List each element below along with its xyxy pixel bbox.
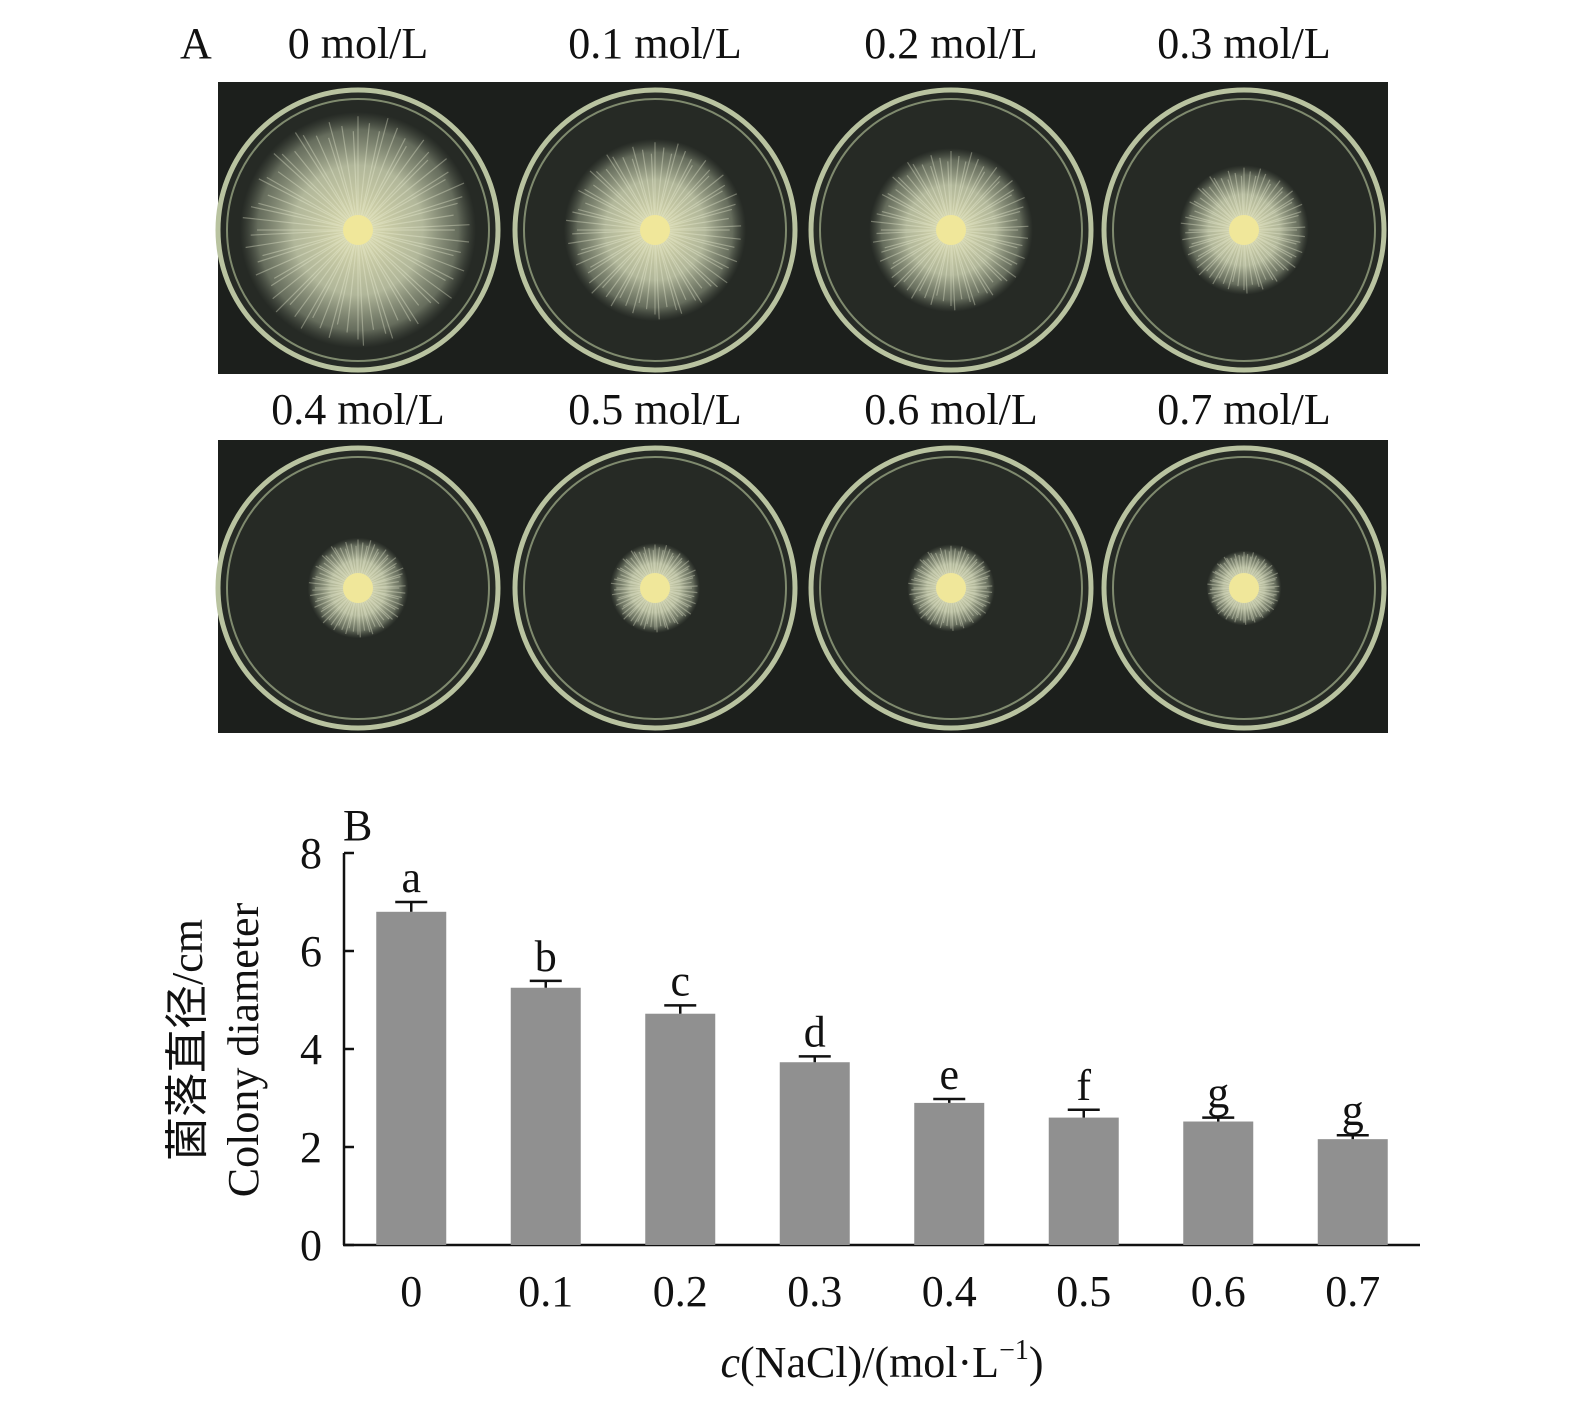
dish-inner-rim: [226, 456, 490, 720]
y-axis-label-cn: 菌落直径/cm: [163, 919, 212, 1161]
panel-a: A 0 mol/L 0.1 mol/L 0.2 mol/L 0.3 mol/L 0.4 …: [180, 19, 1388, 733]
significance-letter: f: [1076, 1061, 1091, 1110]
inoculum-plug: [1229, 215, 1259, 245]
bars: a b c d e f g g: [376, 853, 1388, 1245]
petri-dish: [1101, 87, 1387, 373]
y-tick-label: 2: [300, 1123, 322, 1172]
bar: [1048, 1117, 1119, 1245]
plate-label: 0.6 mol/L: [864, 385, 1038, 434]
colony-hyphae: [242, 116, 470, 346]
y-axis-label: 菌落直径/cm Colony diameter: [163, 902, 268, 1197]
dish-inner-rim: [1112, 456, 1376, 720]
y-tick-label: 6: [300, 927, 322, 976]
dish-inner-rim: [819, 98, 1083, 362]
x-axis-label-main: (NaCl)/(mol·L: [740, 1338, 999, 1387]
significance-letter: d: [804, 1007, 826, 1056]
dish-inner-rim: [523, 98, 787, 362]
bar: [376, 911, 447, 1245]
inoculum-plug: [343, 573, 373, 603]
petri-dish: [1101, 445, 1387, 731]
x-tick-label: 0.2: [653, 1267, 708, 1316]
significance-letter: c: [670, 956, 690, 1005]
x-tick-label: 0.3: [787, 1267, 842, 1316]
bar: [779, 1062, 850, 1245]
plate-label: 0.2 mol/L: [864, 19, 1038, 68]
y-tick-label: 4: [300, 1025, 322, 1074]
x-tick-label: 0.5: [1056, 1267, 1111, 1316]
x-tick-label: 0.4: [922, 1267, 977, 1316]
panel-b: B 菌落直径/cm Colony diameter 0 2 4 6 8 a b c d e f g g…: [163, 801, 1420, 1387]
inoculum-plug: [936, 573, 966, 603]
x-tick-label: 0.7: [1325, 1267, 1380, 1316]
colony-hyphae: [610, 544, 698, 633]
plate-label: 0.3 mol/L: [1157, 19, 1331, 68]
x-tick-label: 0.6: [1191, 1267, 1246, 1316]
colony-hyphae: [908, 545, 993, 631]
colony-hyphae: [566, 142, 742, 320]
plate-label: 0.5 mol/L: [568, 385, 742, 434]
y-ticks: 0 2 4 6 8: [300, 829, 354, 1270]
plate-label: 0.1 mol/L: [568, 19, 742, 68]
significance-letter: b: [535, 932, 557, 981]
dish-inner-rim: [523, 456, 787, 720]
plate-label: 0.4 mol/L: [271, 385, 445, 434]
inoculum-plug: [1229, 573, 1259, 603]
bar: [1183, 1121, 1254, 1245]
significance-letter: g: [1342, 1086, 1364, 1135]
dish-inner-rim: [819, 456, 1083, 720]
significance-letter: e: [939, 1050, 959, 1099]
x-tick-label: 0.1: [518, 1267, 573, 1316]
colony-hyphae: [1207, 551, 1280, 625]
colony-hyphae: [308, 539, 406, 638]
x-axis-label-italic: c: [720, 1338, 740, 1387]
colony-hyphae: [870, 151, 1029, 311]
plates: [215, 87, 1387, 731]
bar: [914, 1102, 985, 1245]
significance-letter: g: [1207, 1069, 1229, 1118]
x-axis-label: c(NaCl)/(mol·L−1): [720, 1335, 1043, 1387]
plate-label: 0.7 mol/L: [1157, 385, 1331, 434]
colony-hyphae: [1180, 167, 1306, 294]
y-axis-label-en: Colony diameter: [219, 902, 268, 1197]
x-tick-label: 0: [400, 1267, 422, 1316]
dish-inner-rim: [226, 98, 490, 362]
y-tick-label: 8: [300, 829, 322, 878]
plate-labels: 0 mol/L 0.1 mol/L 0.2 mol/L 0.3 mol/L 0.4 mo…: [271, 19, 1331, 434]
petri-dish: [215, 87, 501, 373]
significance-letter: a: [401, 853, 421, 902]
y-tick-label: 0: [300, 1221, 322, 1270]
inoculum-plug: [936, 215, 966, 245]
petri-dish: [512, 87, 798, 373]
inoculum-plug: [640, 215, 670, 245]
x-axis-label-close: ): [1029, 1338, 1044, 1387]
bar: [510, 987, 581, 1245]
petri-dish: [808, 87, 1094, 373]
petri-dish: [215, 445, 501, 731]
inoculum-plug: [640, 573, 670, 603]
dish-inner-rim: [1112, 98, 1376, 362]
x-ticks: 0 0.1 0.2 0.3 0.4 0.5 0.6 0.7: [400, 1267, 1380, 1316]
x-axis-label-superscript: −1: [999, 1335, 1029, 1366]
bar: [645, 1013, 716, 1245]
plate-label: 0 mol/L: [288, 19, 429, 68]
bar: [1317, 1139, 1388, 1245]
inoculum-plug: [343, 215, 373, 245]
petri-dish: [512, 445, 798, 731]
petri-dish: [808, 445, 1094, 731]
panel-b-letter: B: [343, 801, 372, 850]
panel-a-letter: A: [180, 19, 212, 68]
